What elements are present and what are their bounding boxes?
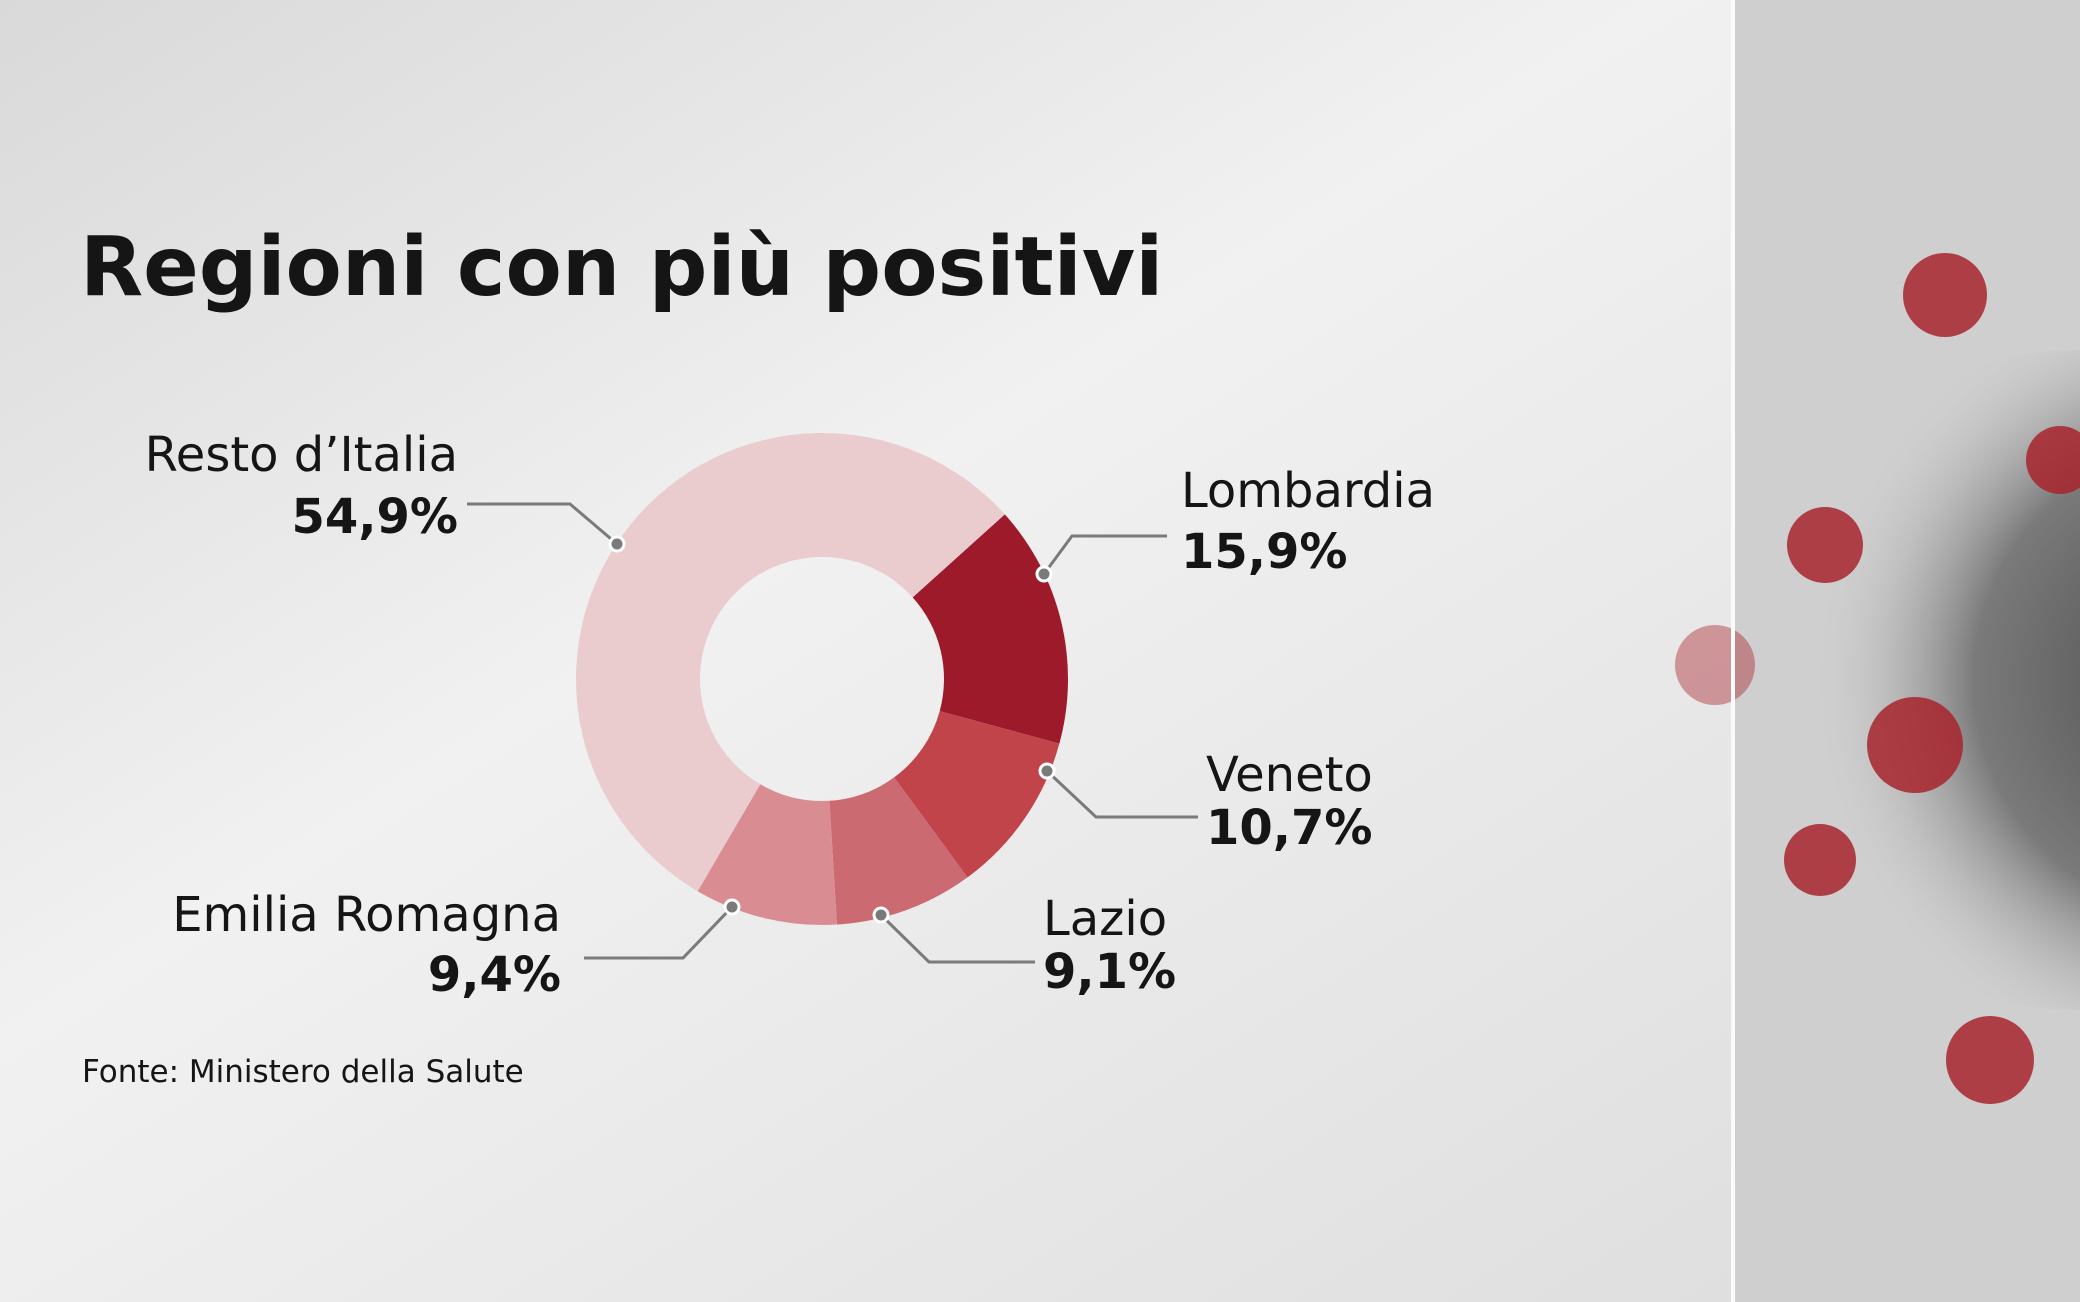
leader-line [879,913,1035,964]
source-note: Fonte: Ministero della Salute [82,1054,524,1090]
slice-label: Veneto [1206,747,1373,803]
slice-value-label: 54,9% [291,489,458,545]
leader-line [584,905,734,960]
leader-line [1045,769,1198,819]
donut-slice [894,711,1060,878]
slice-label: Resto d’Italia [145,427,458,483]
leader-dot [723,898,741,916]
slice-label: Lazio [1043,891,1167,947]
slice-value-label: 9,1% [1043,944,1176,1000]
virus-spikes [1675,253,2080,1104]
slice-value-label: 10,7% [1206,800,1373,856]
chart-title: Regioni con più positivi [80,220,1163,315]
leader-line [1042,534,1167,575]
slice-label: Emilia Romagna [172,887,561,943]
leader-dot [1038,762,1056,780]
slice-value-label: 15,9% [1181,524,1348,580]
donut-slice [697,784,837,925]
slice-label: Lombardia [1181,463,1435,519]
leader-dot [872,906,890,924]
slice-value-label: 9,4% [428,947,561,1003]
leader-line [467,502,618,546]
leader-dot [608,535,626,553]
donut-slice [912,514,1068,744]
donut-slice [829,777,968,925]
leader-dot [1035,565,1053,583]
donut-slice [576,432,1005,892]
